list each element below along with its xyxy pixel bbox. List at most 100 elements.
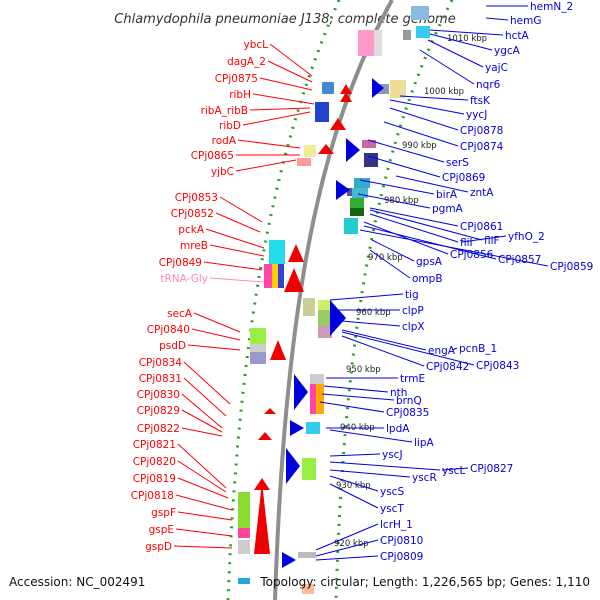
gene-label-right[interactable]: hemN_2 (530, 1, 573, 13)
gene-leader-line (269, 43, 313, 77)
gene-label-right[interactable]: yscL (442, 465, 465, 477)
gene-label-right[interactable]: ftsK (470, 95, 491, 107)
gene-label-right[interactable]: CPj0878 (460, 125, 503, 137)
gene-label-right[interactable]: gpsA (416, 256, 443, 268)
gene-leader-line (371, 239, 415, 262)
gene-label-left[interactable]: CPj0819 (133, 473, 176, 485)
gene-label-right[interactable]: CPj0835 (386, 407, 429, 419)
gene-label-right[interactable]: pcnB_1 (459, 343, 497, 355)
gene-label-left[interactable]: CPj0820 (133, 456, 176, 468)
gene-label-right[interactable]: CPj0810 (380, 535, 423, 547)
gene-label-left[interactable]: gspF (151, 507, 176, 519)
gene-label-right[interactable]: CPj0827 (470, 463, 513, 475)
gene-label-left[interactable]: ybcL (243, 39, 268, 51)
gene-label-right[interactable]: zntA (470, 187, 494, 199)
gene-label-right[interactable]: yscS (380, 486, 404, 498)
gene-leader-line (399, 95, 469, 101)
gene-label-left[interactable]: CPj0821 (133, 439, 176, 451)
gene-label-left[interactable]: ribA_ribB (201, 105, 248, 117)
gene-label-left[interactable]: CPj0818 (131, 490, 174, 502)
gene-label-right[interactable]: CPj0856 (450, 249, 494, 261)
gene-label-right[interactable]: CPj0809 (380, 551, 423, 563)
gene-leader-line (367, 155, 441, 178)
gene-label-left[interactable]: gspD (145, 541, 172, 553)
gene-label-right[interactable]: serS (446, 157, 469, 169)
gene-label-left[interactable]: rodA (212, 135, 237, 147)
gene-leader-line (367, 139, 445, 163)
gene-label-right[interactable]: pgmA (432, 203, 464, 215)
accession-label: Accession: NC_002491 (9, 575, 145, 589)
gene-label-left[interactable]: ribD (219, 120, 241, 132)
gene-label-left[interactable]: secA (167, 308, 193, 320)
gene-label-left[interactable]: mreB (180, 240, 208, 252)
gene-leader-line (329, 319, 401, 327)
gene-label-left[interactable]: pckA (178, 224, 205, 236)
gene-label-left[interactable]: CPj0865 (191, 150, 234, 162)
gene-leader-line (267, 60, 313, 83)
gene-leader-line (219, 196, 263, 223)
scale-label: 930 kbp (336, 481, 371, 491)
gene-label-left[interactable]: CPj0822 (137, 423, 180, 435)
gene-leader-line (177, 443, 227, 489)
gene-leader-line (175, 528, 233, 537)
gene-label-right[interactable]: CPj0869 (442, 172, 485, 184)
gene-leader-line (389, 99, 465, 115)
gene-label-right[interactable]: CPj0842 (426, 361, 469, 373)
gene-label-right[interactable]: lpdA (386, 423, 410, 435)
gene-leader-line (369, 207, 459, 227)
gene-label-right[interactable]: ompB (412, 273, 443, 285)
gene-label-left[interactable]: psdD (159, 340, 186, 352)
gene-label-left[interactable]: gspE (149, 524, 174, 536)
gene-label-left[interactable]: CPj0834 (139, 357, 183, 369)
gene-label-right[interactable]: yscJ (382, 449, 403, 461)
gene-label-right[interactable]: lipA (414, 437, 434, 449)
gene-label-left[interactable]: dagA_2 (227, 56, 266, 68)
gene-leader-line (209, 277, 265, 283)
gene-label-right[interactable]: yscR (412, 472, 437, 484)
gene-label-left[interactable]: CPj0849 (159, 257, 202, 269)
gene-label-right[interactable]: CPj0859 (550, 261, 593, 273)
gene-leader-line (177, 477, 229, 499)
gene-label-right[interactable]: yscT (380, 503, 404, 515)
gene-label-right[interactable]: birA (436, 189, 458, 201)
gene-label-left[interactable]: CPj0853 (175, 192, 218, 204)
gene-label-right[interactable]: yajC (485, 62, 508, 74)
gene-label-right[interactable]: hemG (510, 15, 541, 27)
gene-label-right[interactable]: yycJ (466, 109, 487, 121)
reverse-strand-arrows (254, 84, 352, 554)
gene-label-left[interactable]: CPj0829 (137, 405, 180, 417)
gene-leader-line (389, 107, 459, 131)
gene-label-left[interactable]: CPj0830 (137, 389, 180, 401)
gene-label-left[interactable]: ribH (229, 89, 251, 101)
gene-label-right[interactable]: yfhO_2 (508, 231, 545, 243)
gene-label-right[interactable]: fliI (460, 237, 473, 249)
gene-label-right[interactable]: CPj0874 (460, 141, 504, 153)
gene-leader-line (369, 209, 483, 241)
gene-label-left[interactable]: CPj0831 (139, 373, 182, 385)
gene-label-left[interactable]: CPj0852 (171, 208, 214, 220)
gene-label-left[interactable]: tRNA-Gly (160, 273, 208, 285)
gene-label-right[interactable]: ygcA (494, 45, 521, 57)
gene-label-right[interactable]: CPj0861 (460, 221, 503, 233)
gene-label-right[interactable]: clpX (402, 321, 425, 333)
gene-label-right[interactable]: clpP (402, 305, 424, 317)
gene-label-right[interactable]: nqr6 (476, 79, 501, 91)
gene-label-left[interactable]: CPj0840 (147, 324, 190, 336)
left-gene-labels: ybcL dagA_2 CPj0875 ribH ribA_ribB ribD rodA CP… (131, 39, 315, 553)
gene-label-left[interactable]: yjbC (211, 166, 234, 178)
gene-label-right[interactable]: CPj0857 (498, 254, 541, 266)
gene-label-right[interactable]: fliF (484, 235, 500, 247)
gene-label-left[interactable]: CPj0875 (215, 73, 258, 85)
gene-label-right[interactable]: nth (390, 387, 407, 399)
gene-label-right[interactable]: tig (405, 289, 419, 301)
gene-leader-line (383, 121, 459, 147)
gene-label-right[interactable]: CPj0843 (476, 360, 519, 372)
gene-leader-line (329, 483, 379, 509)
gene-label-right[interactable]: engA (428, 345, 456, 357)
gene-label-right[interactable]: trmE (400, 373, 425, 385)
gene-label-right[interactable]: lcrH_1 (380, 519, 413, 531)
gene-leader-line (329, 461, 441, 471)
gene-label-right[interactable]: hctA (505, 30, 530, 42)
gene-label-right[interactable]: brnQ (396, 395, 422, 407)
gene-leader-line (242, 111, 311, 126)
